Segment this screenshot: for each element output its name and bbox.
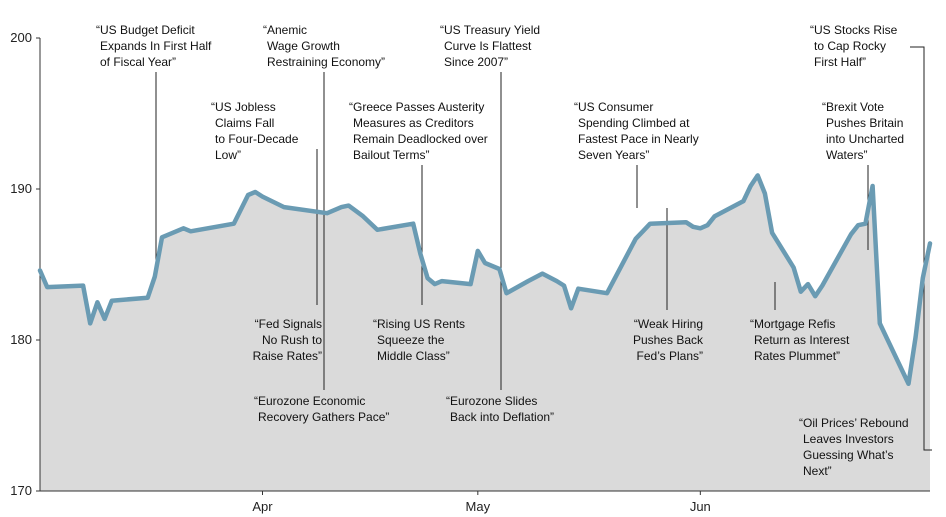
annotation-line: “US Budget Deficit <box>96 23 195 37</box>
annotation-line: Fed’s Plans” <box>637 349 703 363</box>
axis-layer: 200 190 180 170 Apr May Jun <box>10 30 930 514</box>
annotation-line: “US Stocks Rise <box>810 23 898 37</box>
annotation-line: Expands In First Half <box>100 39 212 53</box>
annotation-label: “Greece Passes Austerity Measures as Cred… <box>349 100 488 162</box>
annotation-line: “Brexit Vote <box>822 100 884 114</box>
annotation-line: Guessing What’s <box>803 448 894 462</box>
annotation-leader <box>910 46 925 240</box>
annotation-line: Bailout Terms” <box>353 148 429 162</box>
annotation-line: “Anemic <box>263 23 307 37</box>
annotation-line: Waters” <box>826 148 868 162</box>
annotation-line: Measures as Creditors <box>353 116 474 130</box>
annotation-label: “Brexit Vote Pushes Britain into Uncharted… <box>822 100 904 162</box>
annotation-line: Low” <box>215 148 241 162</box>
annotation-line: “Oil Prices’ Rebound <box>799 416 909 430</box>
annotation-label: “Weak Hiring Pushes Back Fed’s Plans” <box>633 317 704 363</box>
annotation-line: Fastest Pace in Nearly <box>578 132 699 146</box>
x-tick-label: May <box>466 499 491 514</box>
annotation-label: “US Stocks Rise to Cap Rocky First Half” <box>810 23 898 69</box>
annotation-label: “Eurozone Slides Back into Deflation” <box>446 394 554 424</box>
annotation-label: “Anemic Wage Growth Restraining Economy” <box>263 23 385 69</box>
annotation-line: “Rising US Rents <box>373 317 465 331</box>
annotation-label: “US Jobless Claims Fall to Four-Decade Low” <box>211 100 299 162</box>
annotation-line: Back into Deflation” <box>450 410 554 424</box>
y-tick-label: 200 <box>10 30 32 45</box>
annotation-line: Seven Years” <box>578 148 649 162</box>
annotation-line: “US Treasury Yield <box>440 23 540 37</box>
y-tick-label: 180 <box>10 332 32 347</box>
area-fill <box>40 175 930 491</box>
annotation-line: Recovery Gathers Pace” <box>258 410 389 424</box>
annotation-line: “Fed Signals <box>255 317 322 331</box>
annotation-layer: “US Budget Deficit Expands In First Half o… <box>96 23 909 478</box>
annotation-line: to Four-Decade <box>215 132 299 146</box>
annotation-label: “US Consumer Spending Climbed at Fastest P… <box>574 100 699 162</box>
annotation-line: “Mortgage Refis <box>750 317 835 331</box>
annotation-line: Remain Deadlocked over <box>353 132 488 146</box>
x-tick-label: Jun <box>690 499 711 514</box>
annotation-leader <box>923 240 932 451</box>
y-tick-label: 190 <box>10 181 32 196</box>
annotation-line: Wage Growth <box>267 39 340 53</box>
annotation-label: “Oil Prices’ Rebound Leaves Investors Gues… <box>799 416 909 478</box>
annotation-line: “US Jobless <box>211 100 276 114</box>
annotation-line: Curve Is Flattest <box>444 39 532 53</box>
annotation-line: Leaves Investors <box>803 432 894 446</box>
annotation-line: Pushes Back <box>633 333 704 347</box>
annotation-line: “US Consumer <box>574 100 653 114</box>
annotation-line: Return as Interest <box>754 333 850 347</box>
annotation-label: “Rising US Rents Squeeze the Middle Class” <box>373 317 465 363</box>
annotation-line: “Weak Hiring <box>634 317 703 331</box>
annotation-line: to Cap Rocky <box>814 39 886 53</box>
annotation-line: Raise Rates” <box>253 349 322 363</box>
annotation-line: Middle Class” <box>377 349 450 363</box>
annotation-line: Pushes Britain <box>826 116 903 130</box>
annotation-line: Claims Fall <box>215 116 274 130</box>
annotation-line: Spending Climbed at <box>578 116 690 130</box>
series-line <box>37 173 933 387</box>
annotation-line: Restraining Economy” <box>267 55 385 69</box>
annotation-label: “US Budget Deficit Expands In First Half o… <box>96 23 212 69</box>
area-layer <box>40 175 930 491</box>
annotation-line: Rates Plummet” <box>754 349 840 363</box>
y-tick-label: 170 <box>10 483 32 498</box>
annotation-line: First Half” <box>814 55 866 69</box>
annotation-line: into Uncharted <box>826 132 904 146</box>
annotation-label: “Eurozone Economic Recovery Gathers Pace” <box>254 394 389 424</box>
annotation-line: Next” <box>803 464 832 478</box>
annotation-line: of Fiscal Year” <box>100 55 176 69</box>
line-layer <box>37 173 933 387</box>
annotation-label: “Mortgage Refis Return as Interest Rates P… <box>750 317 850 363</box>
annotation-label: “Fed Signals No Rush to Raise Rates” <box>253 317 323 363</box>
x-tick-label: Apr <box>252 499 273 514</box>
annotation-line: Since 2007” <box>444 55 508 69</box>
annotation-line: “Greece Passes Austerity <box>349 100 484 114</box>
annotation-label: “US Treasury Yield Curve Is Flattest Since… <box>440 23 540 69</box>
annotation-line: No Rush to <box>262 333 322 347</box>
annotation-line: “Eurozone Economic <box>254 394 365 408</box>
annotation-line: “Eurozone Slides <box>446 394 537 408</box>
annotation-line: Squeeze the <box>377 333 445 347</box>
